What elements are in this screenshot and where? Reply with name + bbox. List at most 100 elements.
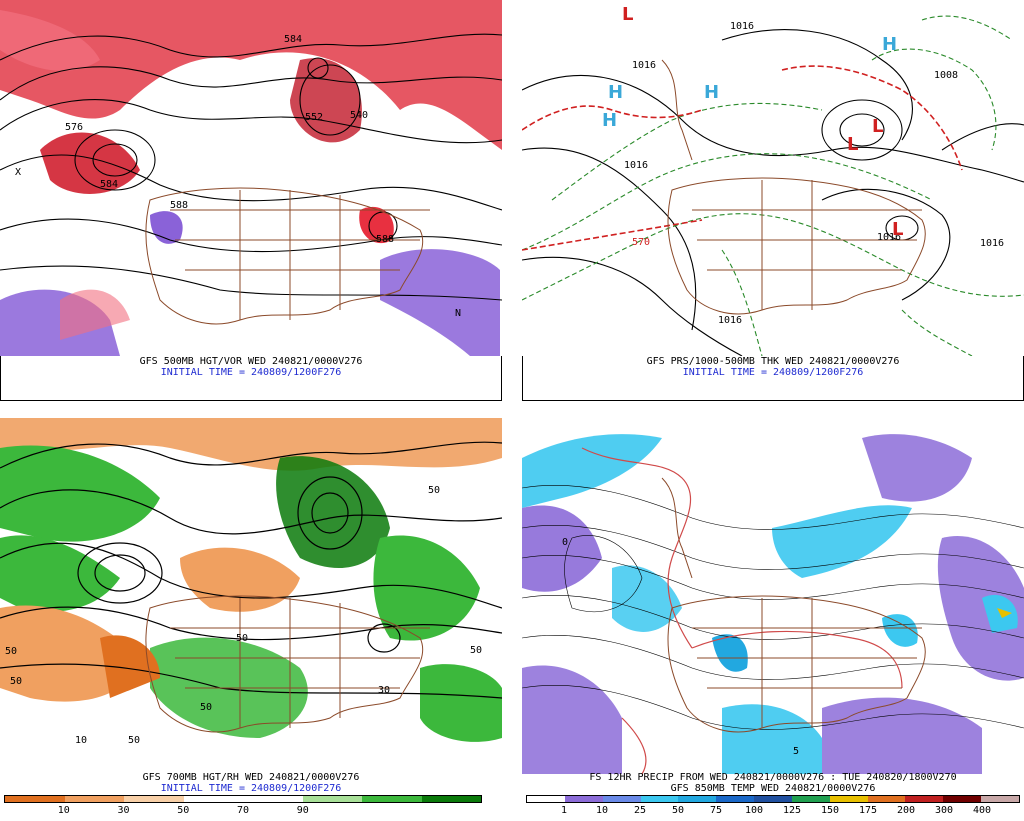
colorbar-swatches — [526, 795, 1020, 803]
colorbar-tick-label: 150 — [820, 805, 840, 816]
contour-label: 576 — [65, 122, 83, 133]
temperature-contours — [522, 485, 1024, 730]
colorbar-tick-label: 30 — [117, 805, 130, 816]
colorbar-swatch — [640, 796, 679, 802]
colorbar-swatch — [5, 796, 65, 802]
rh-label: 50 — [128, 735, 140, 746]
panel-title: GFS 500MB HGT/VOR WED 240821/0000V276 — [139, 356, 363, 367]
pressure-label: 1016 — [718, 315, 742, 326]
symbol-label: N — [455, 308, 461, 319]
low-pressure-marker: L — [847, 134, 858, 155]
low-pressure-marker: L — [622, 4, 633, 25]
thickness-label: 570 — [632, 237, 650, 248]
freezing-line — [581, 447, 903, 774]
rh-label: 50 — [428, 485, 440, 496]
geography-lines — [145, 187, 430, 325]
colorbar-swatch — [905, 796, 944, 802]
rh-field — [0, 418, 502, 742]
colorbar-swatch — [124, 796, 184, 802]
panel-precip-850mb-temp: 0 5 FS 12HR PRECIP FROM WED 240821/0000V… — [522, 418, 1024, 819]
colorbar-tick-label: 50 — [177, 805, 190, 816]
colorbar-tick-label: 125 — [782, 805, 802, 816]
panel-700mb-hgt-rh: 50 50 10 50 50 50 50 30 50 GFS 700MB HGT… — [0, 418, 502, 819]
pressure-label: 1016 — [980, 238, 1004, 249]
contour-label: 588 — [170, 200, 188, 211]
colorbar-tick-label: 90 — [296, 805, 309, 816]
rh-label: 10 — [75, 735, 87, 746]
map-prs-thk[interactable]: 1016 1016 1016 1008 1016 1016 1016 570 H… — [522, 0, 1024, 356]
colorbar-swatch — [867, 796, 906, 802]
colorbar-swatch — [829, 796, 868, 802]
map-precip-850mb-temp[interactable]: 0 5 — [522, 418, 1024, 774]
rh-label: 50 — [470, 645, 482, 656]
colorbar-tick-label: 75 — [709, 805, 723, 816]
rh-label: 50 — [200, 702, 212, 713]
colorbar-tick-label: 70 — [236, 805, 250, 816]
panel-subtitle: INITIAL TIME = 240809/1200F276 — [682, 367, 864, 378]
pressure-label: 1016 — [730, 21, 754, 32]
geography-lines — [661, 477, 926, 733]
high-pressure-marker: H — [704, 82, 719, 103]
high-pressure-marker: H — [602, 110, 617, 131]
panel-title: GFS PRS/1000-500MB THK WED 240821/0000V2… — [646, 356, 900, 367]
temperature-label: 5 — [793, 746, 799, 757]
pressure-label: 1016 — [624, 160, 648, 171]
geography-lines — [145, 595, 430, 733]
geography-lines — [661, 59, 926, 315]
panel-subtitle: INITIAL TIME = 240809/1200F276 — [160, 367, 342, 378]
map-500mb-hgt-vor[interactable]: 584 552 576 584 588 588 540 N X — [0, 0, 502, 356]
precip-colorbar: 1 10 25 50 75 100 125 150 175 200 300 400 — [526, 795, 1020, 821]
contour-label: 552 — [305, 112, 323, 123]
pressure-contours — [522, 29, 1024, 356]
colorbar-tick-labels: 10 30 50 70 90 — [4, 803, 482, 817]
colorbar-tick-label: 25 — [633, 805, 647, 816]
contour-label: 584 — [100, 179, 118, 190]
pressure-label: 1008 — [934, 70, 958, 81]
rh-label: 50 — [236, 633, 248, 644]
colorbar-tick-label: 10 — [57, 805, 70, 816]
pressure-label: 1016 — [877, 232, 901, 243]
low-pressure-marker: L — [892, 219, 903, 240]
colorbar-swatch — [243, 796, 303, 802]
colorbar-tick-label: 1 — [560, 805, 568, 816]
colorbar-tick-label: 400 — [972, 805, 992, 816]
high-pressure-marker: H — [608, 82, 623, 103]
symbol-label: X — [15, 167, 21, 178]
colorbar-tick-label: 10 — [595, 805, 609, 816]
colorbar-swatch — [791, 796, 830, 802]
panel-prs-thk: 1016 1016 1016 1008 1016 1016 1016 570 H… — [522, 0, 1024, 401]
colorbar-tick-label: 50 — [671, 805, 685, 816]
panel-subtitle: GFS 850MB TEMP WED 240821/0000V276 — [670, 783, 876, 794]
rh-label: 30 — [378, 685, 390, 696]
colorbar-tick-labels: 1 10 25 50 75 100 125 150 175 200 300 400 — [526, 803, 1020, 817]
colorbar-swatch — [362, 796, 422, 802]
colorbar-swatch — [64, 796, 124, 802]
rh-label: 50 — [10, 676, 22, 687]
precip-field — [522, 434, 1024, 774]
colorbar-swatch — [183, 796, 243, 802]
contour-label: 584 — [284, 34, 302, 45]
panel-title: GFS 700MB HGT/RH WED 240821/0000V276 — [142, 772, 360, 783]
colorbar-swatch — [754, 796, 792, 802]
thickness-540-line — [522, 65, 963, 251]
contour-label: 588 — [376, 234, 394, 245]
contour-label: 540 — [350, 110, 368, 121]
panel-500mb-hgt-vor: 584 552 576 584 588 588 540 N X GFS 500M… — [0, 0, 502, 401]
colorbar-swatch — [678, 796, 717, 802]
height-contours — [0, 441, 502, 699]
colorbar-swatch — [302, 796, 362, 802]
temperature-label: 0 — [562, 537, 568, 548]
colorbar-swatch — [716, 796, 755, 802]
colorbar-swatch — [943, 796, 982, 802]
colorbar-swatch — [421, 796, 481, 802]
colorbar-swatch — [602, 796, 641, 802]
colorbar-swatches — [4, 795, 482, 803]
low-pressure-marker: L — [872, 116, 883, 137]
colorbar-tick-label: 100 — [744, 805, 764, 816]
colorbar-tick-label: 200 — [896, 805, 916, 816]
colorbar-swatch — [981, 796, 1019, 802]
colorbar-swatch — [527, 796, 565, 802]
panel-subtitle: INITIAL TIME = 240809/1200F276 — [160, 783, 342, 794]
pressure-label: 1016 — [632, 60, 656, 71]
map-700mb-hgt-rh[interactable]: 50 50 10 50 50 50 50 30 50 — [0, 418, 502, 774]
